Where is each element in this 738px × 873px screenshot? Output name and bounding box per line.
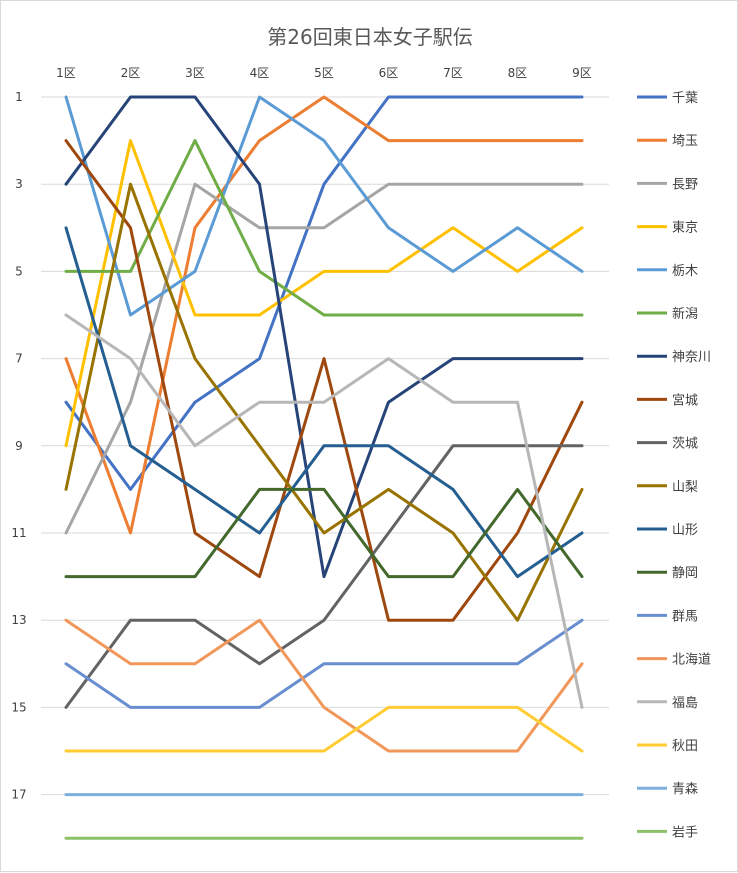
series-line [64, 313, 584, 709]
legend-label: 宮城 [672, 392, 698, 408]
series-line [64, 618, 584, 709]
legend-label: 岩手 [672, 825, 698, 840]
y-tick-label: 13 [11, 613, 26, 627]
series-line [64, 139, 584, 448]
x-tick-label: 5区 [314, 66, 334, 80]
series-line [64, 487, 584, 579]
y-tick-label: 1 [15, 90, 23, 104]
x-tick-label: 1区 [56, 66, 76, 80]
series-line [64, 139, 584, 622]
series-line [64, 444, 584, 709]
x-tick-label: 9区 [572, 66, 592, 80]
legend-label: 山形 [672, 523, 698, 538]
legend-label: 青森 [672, 782, 698, 797]
legend-label: 神奈川 [672, 350, 711, 365]
series-lines [64, 95, 584, 840]
x-tick-label: 6区 [379, 66, 399, 80]
x-tick-label: 2区 [121, 66, 141, 80]
x-tick-label: 8区 [508, 66, 528, 80]
legend-label: 北海道 [672, 653, 711, 668]
series-line [64, 139, 584, 317]
legend-label: 長野 [672, 177, 698, 192]
y-tick-label: 11 [11, 526, 26, 540]
legend-label: 東京 [672, 220, 698, 236]
series-line [64, 705, 584, 753]
x-tick-label: 3区 [185, 66, 205, 80]
x-axis-labels: 1区 2区 3区 4区 5区 6区 7区 8区 9区 [56, 66, 592, 80]
series-line [64, 95, 584, 579]
legend-label: 群馬 [672, 609, 698, 624]
legend-label: 栃木 [672, 264, 698, 279]
legend-label: 静岡 [672, 566, 698, 581]
series-line [64, 95, 584, 535]
series-line [64, 618, 584, 753]
legend-label: 茨城 [672, 437, 698, 452]
x-tick-label: 7区 [443, 66, 463, 80]
legend-label: 秋田 [672, 739, 698, 754]
legend-label: 山梨 [672, 480, 698, 495]
series-line [64, 226, 584, 579]
legend-label: 福島 [672, 696, 698, 711]
y-tick-label: 3 [15, 177, 23, 191]
y-tick-label: 15 [11, 700, 26, 714]
y-tick-label: 9 [15, 439, 23, 453]
chart-title: 第26回東日本女子駅伝 [267, 25, 472, 49]
y-tick-label: 5 [15, 264, 23, 278]
series-line [64, 182, 584, 622]
legend-label: 新潟 [672, 306, 698, 322]
y-tick-label: 7 [15, 352, 23, 366]
legend-label: 埼玉 [672, 134, 698, 149]
y-tick-label: 17 [11, 788, 26, 802]
x-tick-label: 4区 [250, 66, 270, 80]
legend-label: 千葉 [672, 91, 698, 106]
series-line [64, 95, 584, 317]
